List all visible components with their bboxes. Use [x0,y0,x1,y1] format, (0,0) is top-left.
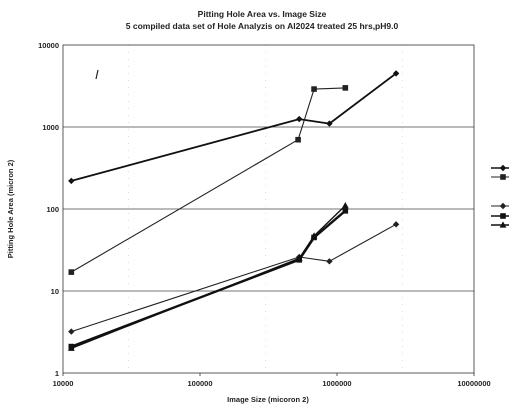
legend-entry [491,213,509,219]
diamond-marker [68,328,75,335]
square-marker [311,86,317,92]
legend-entry [491,221,509,228]
y-axis-label: Pitting Hole Area (micron 2) [6,159,15,258]
series-2 [68,85,349,275]
chart-subtitle: 5 compiled data set of Hole Analyzis on … [126,21,399,31]
x-tick-label: 100000 [187,379,212,388]
x-axis-label: Image Size (micoron 2) [227,395,309,404]
diamond-marker [296,115,303,123]
square-marker [500,213,506,219]
y-tick-label: 100 [46,205,59,214]
square-marker [295,136,301,143]
diamond-marker [392,70,400,77]
series-3 [68,221,400,335]
diamond-marker [499,164,507,172]
series-1 [68,70,400,185]
x-tick-label: 10000 [53,379,74,388]
series-line [71,87,346,273]
diamond-marker [68,177,75,185]
plot-frame [62,44,475,374]
chart-title: Pitting Hole Area vs. Image Size [198,9,327,19]
diamond-marker [326,258,333,265]
triangle-marker [499,221,507,228]
series-line [71,205,346,349]
y-tick-label: 10 [51,287,59,296]
legend [95,69,509,228]
diamond-marker [326,120,333,127]
square-marker [342,85,349,91]
legend-entry [491,174,509,180]
y-tick-label: 1000 [42,123,59,132]
diamond-marker [392,221,400,228]
diamond-marker [499,202,507,210]
stray-mark [95,69,99,80]
triangle-marker [295,254,303,261]
legend-entry [491,202,509,210]
tick-labels: 1 10 100 1000 10000 10000 100000 1000000 1000000… [38,41,491,388]
series-layer [67,70,400,351]
series-line [71,223,397,333]
x-tick-label: 10000000 [457,379,490,388]
y-tick-label: 1 [55,369,59,378]
series-line [71,72,397,182]
triangle-marker [310,232,318,239]
series-line [70,209,347,348]
series-4 [68,208,349,350]
square-marker [500,174,506,180]
y-tick-label: 10000 [38,41,59,50]
square-marker [68,269,75,275]
grid-lines [63,45,474,373]
square-marker [342,208,349,214]
x-tick-label: 1000000 [322,379,351,388]
triangle-marker [341,202,349,209]
triangle-marker [67,344,75,351]
legend-entry [491,164,509,172]
series-5 [67,202,349,351]
